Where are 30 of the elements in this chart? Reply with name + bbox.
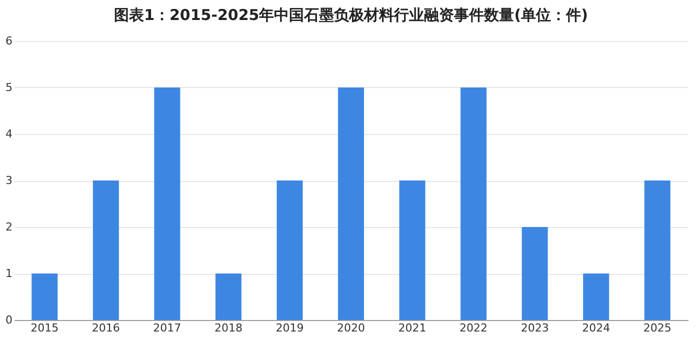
y-tick-label: 0 <box>6 314 12 326</box>
y-tick-label: 5 <box>6 81 12 94</box>
x-tick-label: 2021 <box>398 322 426 334</box>
y-tick-label: 3 <box>6 174 12 187</box>
x-tick-label: 2018 <box>214 322 242 334</box>
y-tick-label: 1 <box>6 267 12 280</box>
bar <box>215 274 242 320</box>
bar <box>338 88 364 320</box>
y-tick-label: 2 <box>6 220 12 234</box>
bar <box>460 88 487 320</box>
bar <box>154 88 180 320</box>
x-tick-label: 2024 <box>582 322 610 334</box>
bar <box>92 180 119 320</box>
x-tick-label: 2020 <box>337 322 365 334</box>
x-tick-label: 2015 <box>30 322 59 334</box>
bar <box>583 274 610 320</box>
bar <box>522 227 548 320</box>
y-tick-label: 4 <box>6 128 12 140</box>
bar <box>276 180 303 320</box>
x-tick-label: 2023 <box>520 322 549 334</box>
x-tick-label: 2019 <box>276 322 304 334</box>
x-tick-label: 2016 <box>92 322 120 334</box>
bar <box>644 180 670 320</box>
bar <box>399 180 426 320</box>
x-tick-label: 2022 <box>460 322 488 334</box>
chart-title: 图表1：2015-2025年中国石墨负极材料行业融资事件数量(单位：件) <box>114 6 588 24</box>
bar <box>32 274 58 320</box>
y-tick-label: 6 <box>6 34 12 48</box>
x-tick-label: 2017 <box>153 322 182 334</box>
x-tick-label: 2025 <box>643 322 672 334</box>
